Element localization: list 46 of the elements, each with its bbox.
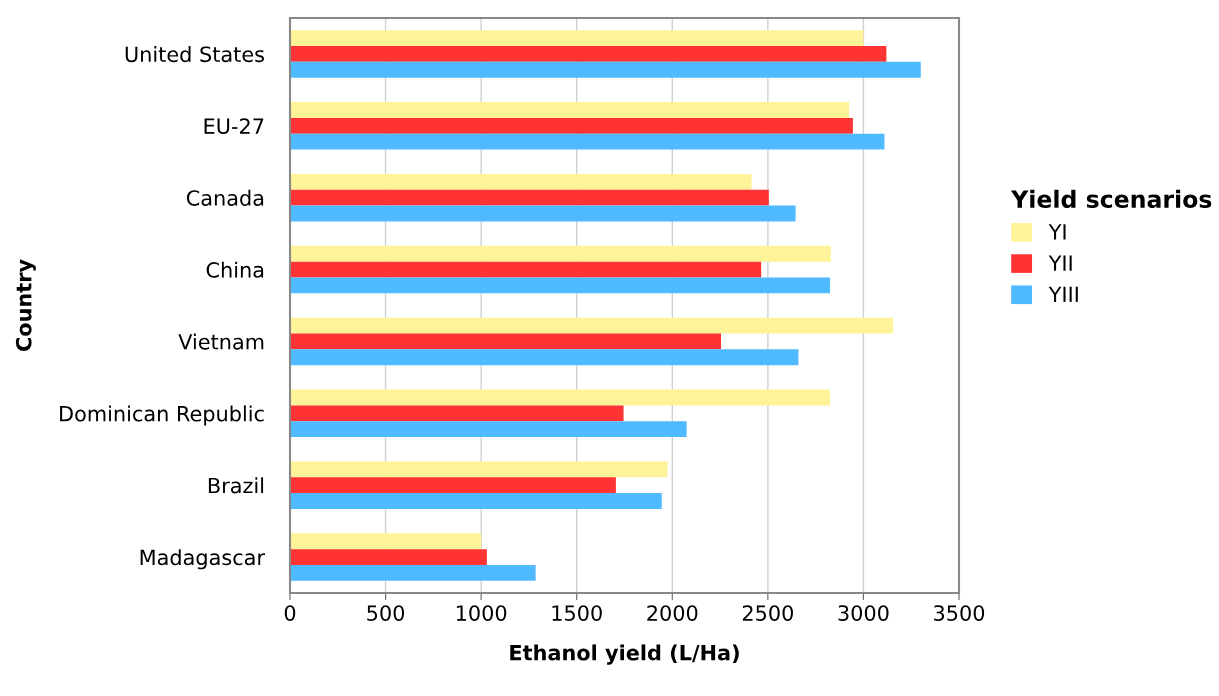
x-tick-label: 0	[284, 605, 296, 621]
x-tick-label: 3500	[934, 605, 985, 621]
bar	[290, 493, 662, 509]
bar	[290, 405, 624, 422]
bar	[290, 533, 482, 550]
bar	[290, 261, 762, 278]
bar	[290, 333, 722, 350]
bar	[290, 117, 853, 134]
bar	[290, 421, 687, 438]
y-tick-label: Vietnam	[178, 333, 264, 350]
legend-label: YII	[1048, 255, 1072, 271]
legend-title: Yield scenarios	[1010, 189, 1212, 209]
y-tick-label: Canada	[186, 189, 264, 206]
bar	[290, 477, 616, 494]
bar	[290, 389, 830, 406]
bar	[290, 102, 850, 118]
bar	[290, 46, 887, 62]
bar	[290, 205, 796, 222]
y-tick-label: China	[206, 261, 264, 278]
y-tick-label: EU-27	[204, 118, 264, 135]
bar	[290, 61, 921, 78]
bar	[290, 173, 752, 190]
bar	[290, 277, 830, 294]
bar	[290, 30, 864, 47]
legend-label: YI	[1048, 224, 1066, 240]
y-tick-label: Dominican Republic	[60, 405, 264, 426]
x-tick-label: 1500	[552, 605, 602, 621]
bar	[290, 461, 668, 478]
x-tick-label: 2000	[647, 605, 698, 621]
y-tick-label: Brazil	[208, 477, 264, 494]
y-tick-label: United States	[125, 46, 264, 63]
x-tick-label: 3000	[838, 605, 889, 621]
bar	[290, 133, 885, 150]
legend-label: YIII	[1048, 286, 1078, 302]
bar	[290, 349, 799, 366]
bar	[290, 549, 487, 565]
bar	[290, 317, 894, 334]
bar	[290, 564, 536, 581]
x-tick-label: 2500	[742, 605, 793, 621]
y-tick-label: Madagascar	[140, 549, 265, 570]
bar	[290, 189, 769, 206]
x-tick-label: 500	[367, 605, 405, 621]
y-axis-title: Country	[15, 259, 36, 351]
x-tick-label: 1000	[456, 605, 507, 621]
bar	[290, 245, 831, 262]
x-axis-title: Ethanol yield (L/Ha)	[510, 644, 739, 665]
